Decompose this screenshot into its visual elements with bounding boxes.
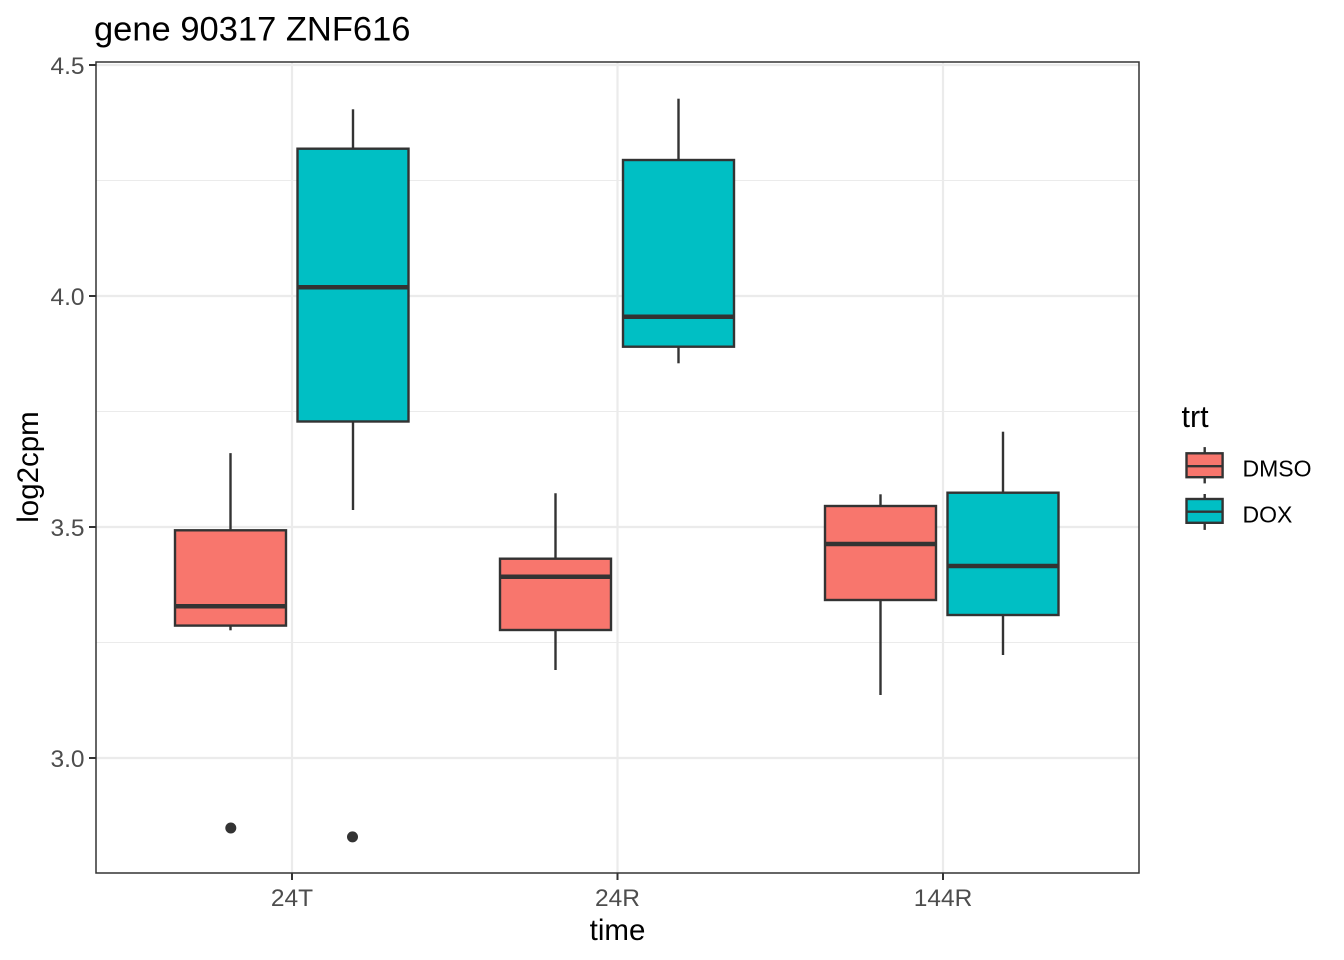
svg-text:4.5: 4.5 (50, 53, 84, 80)
svg-text:4.0: 4.0 (50, 284, 84, 311)
svg-text:log2cpm: log2cpm (12, 411, 45, 523)
svg-text:3.5: 3.5 (50, 515, 84, 542)
svg-text:DMSO: DMSO (1243, 455, 1312, 481)
svg-text:trt: trt (1182, 400, 1210, 434)
svg-text:144R: 144R (914, 885, 973, 912)
svg-text:DOX: DOX (1243, 501, 1293, 527)
svg-text:24R: 24R (595, 885, 640, 912)
svg-text:gene 90317 ZNF616: gene 90317 ZNF616 (94, 10, 410, 48)
svg-text:3.0: 3.0 (50, 746, 84, 773)
svg-text:24T: 24T (271, 885, 313, 912)
svg-text:time: time (590, 914, 646, 947)
